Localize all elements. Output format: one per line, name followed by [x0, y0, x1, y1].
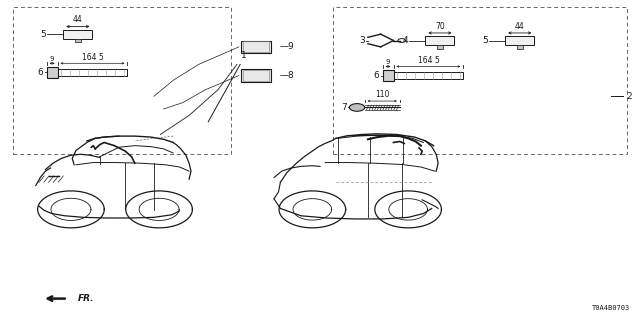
- Text: 7: 7: [341, 103, 347, 112]
- Text: 70: 70: [435, 21, 445, 30]
- Text: 1: 1: [241, 51, 246, 60]
- Text: 2: 2: [627, 92, 632, 101]
- Bar: [333, 7, 627, 154]
- Bar: [241, 69, 271, 82]
- Bar: [241, 41, 271, 53]
- Text: 6: 6: [38, 68, 44, 77]
- Text: FR.: FR.: [77, 294, 94, 303]
- Bar: [505, 36, 534, 45]
- Bar: [437, 45, 443, 49]
- Bar: [243, 70, 269, 81]
- Text: 5: 5: [40, 30, 46, 39]
- Text: T0A4B0703: T0A4B0703: [591, 305, 630, 311]
- Bar: [58, 69, 127, 76]
- Text: 44: 44: [73, 15, 83, 24]
- Text: 9: 9: [50, 56, 54, 62]
- Bar: [243, 42, 269, 52]
- Text: 9: 9: [386, 59, 390, 65]
- Text: 164 5: 164 5: [417, 56, 439, 65]
- Bar: [516, 45, 523, 49]
- Bar: [63, 30, 92, 39]
- Text: 44: 44: [515, 21, 525, 30]
- Bar: [426, 36, 454, 45]
- Bar: [47, 67, 58, 78]
- Text: 110: 110: [375, 91, 390, 100]
- Text: 3: 3: [359, 36, 365, 45]
- Bar: [75, 39, 81, 42]
- Text: 5: 5: [482, 36, 488, 45]
- Bar: [394, 72, 463, 79]
- Text: 4: 4: [403, 36, 408, 45]
- Bar: [13, 7, 230, 154]
- Text: 164 5: 164 5: [82, 53, 103, 62]
- Bar: [383, 70, 394, 81]
- Circle shape: [349, 104, 365, 111]
- Text: 6: 6: [374, 71, 380, 80]
- Text: —8: —8: [279, 71, 294, 80]
- Circle shape: [398, 39, 406, 43]
- Text: —9: —9: [279, 42, 294, 52]
